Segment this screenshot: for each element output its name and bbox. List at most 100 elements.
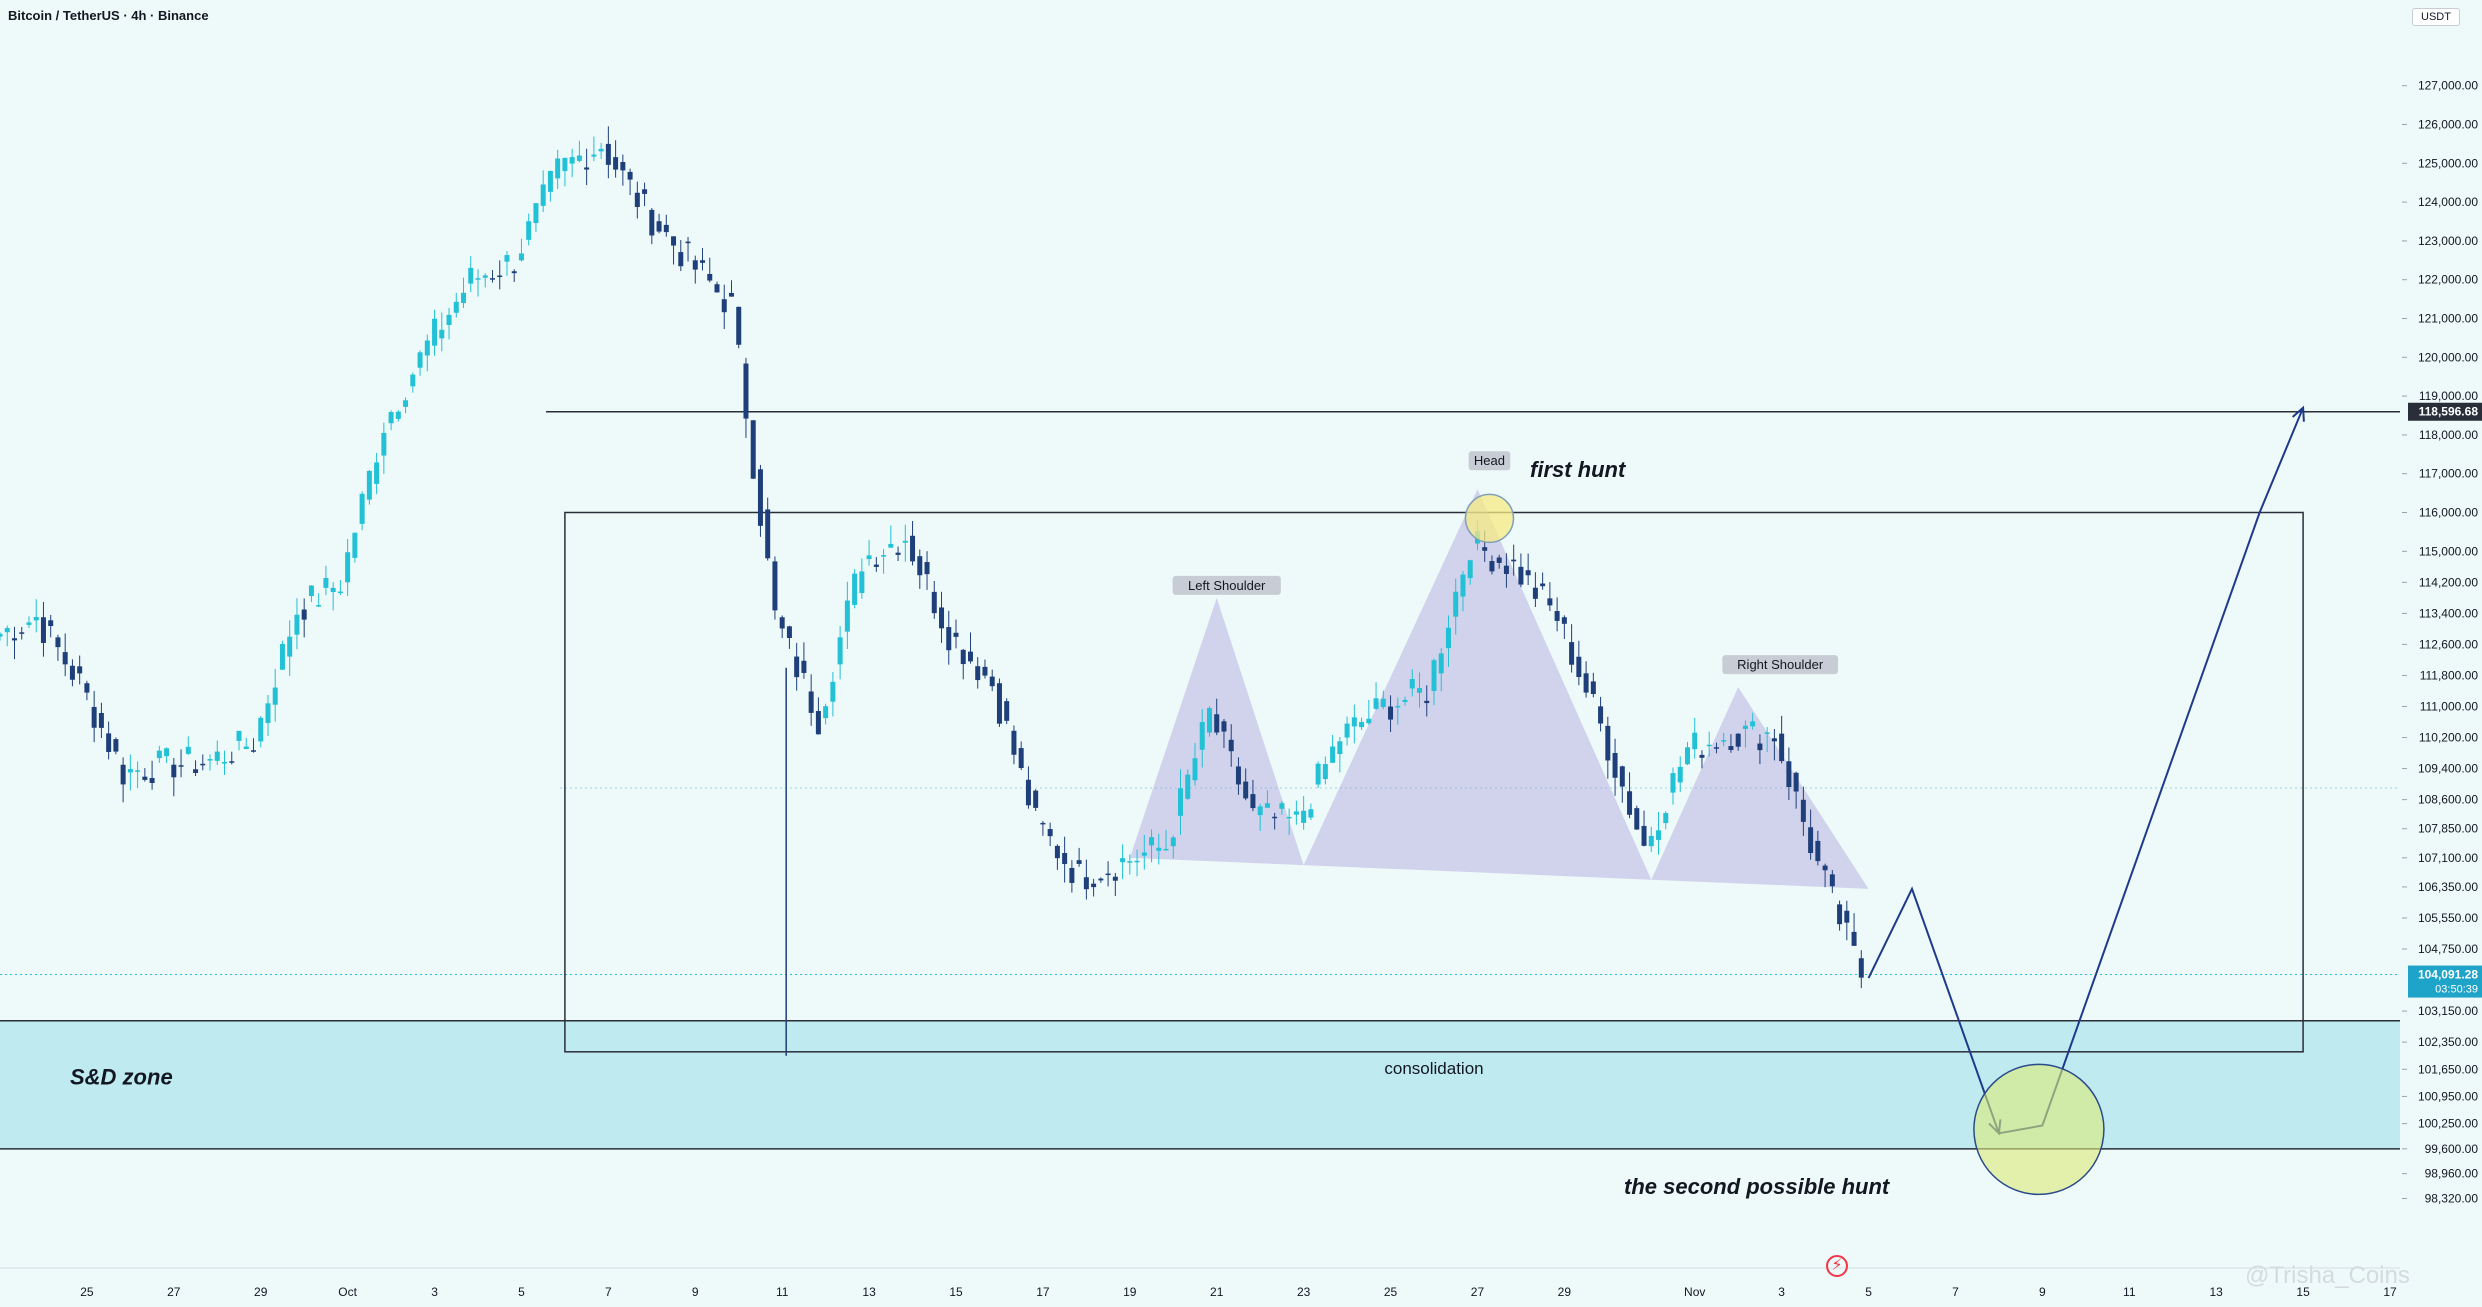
currency-badge[interactable]: USDT xyxy=(2412,8,2460,26)
time-tick-label: 25 xyxy=(1384,1285,1398,1299)
candle-body xyxy=(1054,845,1060,859)
candle-body xyxy=(837,637,843,665)
candle-body xyxy=(1228,739,1234,752)
resistance-price-tag: 118,596.68 xyxy=(2408,402,2482,421)
candle-body xyxy=(1771,738,1777,742)
candle-body xyxy=(1359,721,1365,728)
candle-body xyxy=(1105,873,1111,876)
candle-body xyxy=(605,143,611,165)
candle-body xyxy=(265,703,271,723)
candle-body xyxy=(866,555,872,560)
candle-body xyxy=(591,154,597,157)
candle-body xyxy=(1098,878,1104,881)
candle-body xyxy=(1598,706,1604,724)
time-tick-label: 9 xyxy=(692,1285,699,1299)
candle-body xyxy=(11,638,17,641)
candle-body xyxy=(207,759,213,761)
candle-body xyxy=(135,770,141,772)
time-tick-label: 21 xyxy=(1210,1285,1224,1299)
candle-body xyxy=(1141,852,1147,856)
candle-body xyxy=(1511,559,1517,562)
candle-body xyxy=(410,374,416,387)
candle-body xyxy=(1025,779,1031,806)
candle-body xyxy=(1315,763,1321,785)
candle-body xyxy=(236,730,242,741)
candle-body xyxy=(1779,733,1785,762)
candle-body xyxy=(1800,799,1806,822)
candle-body xyxy=(1206,708,1212,733)
candle-body xyxy=(1561,617,1567,624)
time-tick-label: 3 xyxy=(1778,1285,1785,1299)
candle-body xyxy=(1793,772,1799,792)
candle-body xyxy=(634,192,640,208)
time-tick-label: 25 xyxy=(80,1285,94,1299)
candle-body xyxy=(881,555,887,557)
candle-body xyxy=(663,224,669,233)
candle-body xyxy=(1214,714,1220,733)
candle-body xyxy=(627,171,633,180)
candle-body xyxy=(1402,699,1408,703)
price-tick-label: 100,250.00 xyxy=(2418,1117,2478,1131)
time-tick-label: 23 xyxy=(1297,1285,1311,1299)
candle-body xyxy=(562,157,568,172)
candle-body xyxy=(873,564,879,567)
candle-body xyxy=(1120,858,1126,863)
candle-body xyxy=(1438,653,1444,674)
candle-body xyxy=(1163,848,1169,851)
price-tick-label: 116,000.00 xyxy=(2419,506,2478,520)
candle-body xyxy=(823,706,829,719)
candle-body xyxy=(576,155,582,161)
head-circle xyxy=(1464,493,1515,544)
candle-body xyxy=(1627,791,1633,815)
right-shoulder-label-bg xyxy=(1722,655,1838,675)
head-label-text: Head xyxy=(1474,453,1505,468)
price-tick-label: 117,000.00 xyxy=(2419,467,2478,481)
candle-body xyxy=(779,617,785,629)
candle-body xyxy=(1612,753,1618,778)
candle-body xyxy=(931,591,937,614)
time-tick-label: 7 xyxy=(1952,1285,1959,1299)
candle-body xyxy=(1721,740,1727,742)
candle-body xyxy=(910,535,916,562)
price-tick-label: 127,000.00 xyxy=(2418,79,2478,93)
candle-body xyxy=(1851,931,1857,946)
candle-body xyxy=(1677,766,1683,783)
candle-body xyxy=(1656,830,1662,840)
time-tick-label: 29 xyxy=(254,1285,268,1299)
time-tick-label: 7 xyxy=(605,1285,612,1299)
price-axis-bg xyxy=(2402,0,2482,1307)
candle-body xyxy=(815,711,821,735)
candle-body xyxy=(1395,705,1401,708)
time-tick-label: 15 xyxy=(949,1285,963,1299)
candle-body xyxy=(888,543,894,548)
price-tick-label: 109,400.00 xyxy=(2418,762,2478,776)
candle-body xyxy=(765,509,771,559)
candle-body xyxy=(736,306,742,345)
candle-body xyxy=(381,432,387,456)
candle-body xyxy=(917,556,923,576)
price-tick-label: 112,600.00 xyxy=(2419,637,2478,651)
right-shoulder-triangle xyxy=(1651,687,1869,889)
time-tick-label: Oct xyxy=(338,1285,357,1299)
candle-body xyxy=(678,252,684,267)
candle-body xyxy=(1149,837,1155,846)
candle-body xyxy=(279,643,285,670)
candle-body xyxy=(1170,837,1176,847)
head-label: Head xyxy=(1468,451,1511,471)
candle-body xyxy=(808,691,814,713)
candle-body xyxy=(1692,732,1698,750)
candle-body xyxy=(200,763,206,766)
candle-body xyxy=(569,157,575,164)
price-tick-label: 110,200.00 xyxy=(2419,731,2478,745)
candle-body xyxy=(1482,547,1488,551)
candle-body xyxy=(946,627,952,651)
candle-body xyxy=(1735,733,1741,747)
candle-body xyxy=(55,637,61,648)
candle-body xyxy=(222,762,228,764)
tradingview-logo-icon[interactable]: ⚡ xyxy=(1826,1255,1848,1277)
candle-body xyxy=(156,750,162,759)
candle-body xyxy=(1547,598,1553,606)
candle-body xyxy=(127,769,133,773)
candle-body xyxy=(1047,829,1053,837)
